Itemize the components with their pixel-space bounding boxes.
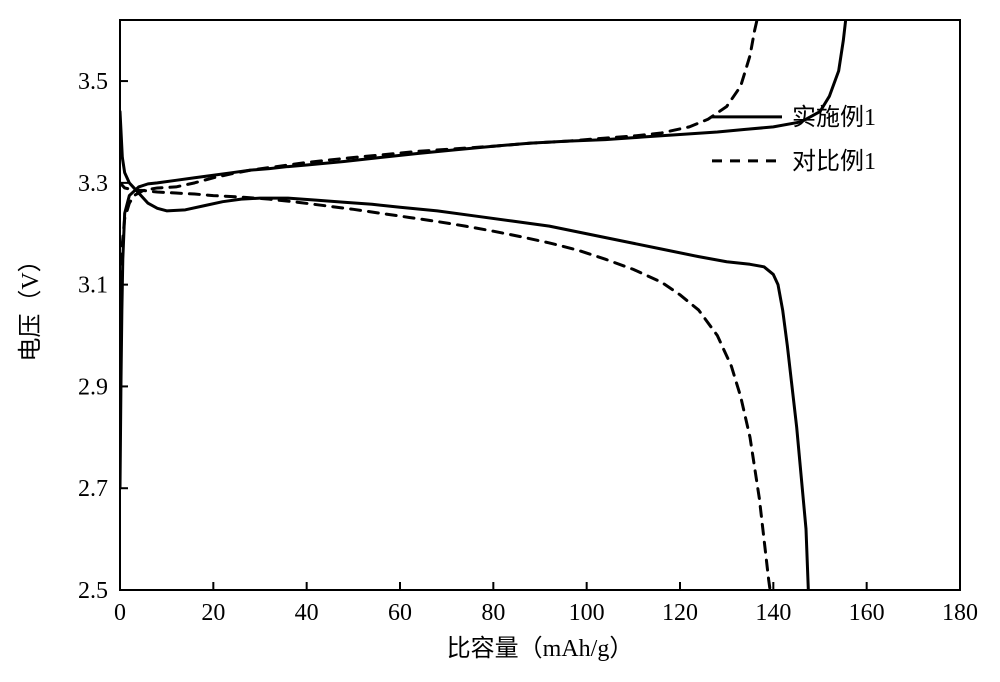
- chart-svg: 0 20 40 60 80 100 120 140 160 180 2.5 2.7 2.9 3.1 3.3 3…: [0, 0, 1000, 682]
- x-tick-label: 120: [662, 600, 698, 626]
- y-axis-label: 电压（V）: [17, 248, 44, 361]
- x-tick-label: 40: [295, 600, 319, 626]
- x-tick-label: 100: [569, 600, 605, 626]
- y-tick-label: 3.1: [78, 273, 108, 299]
- x-tick-label: 140: [755, 600, 791, 626]
- y-tick-label: 3.5: [78, 69, 108, 95]
- x-axis-label: 比容量（mAh/g）: [447, 635, 634, 662]
- y-tick-label: 2.9: [78, 374, 108, 400]
- series-实施例1-discharge: [120, 112, 808, 590]
- series-对比例1-charge: [120, 20, 757, 300]
- legend-label-0: 实施例1: [792, 104, 876, 131]
- voltage-capacity-chart: 0 20 40 60 80 100 120 140 160 180 2.5 2.7 2.9 3.1 3.3 3…: [0, 0, 1000, 682]
- x-tick-label: 180: [942, 600, 978, 626]
- x-tick-label: 20: [201, 600, 225, 626]
- x-tick-label: 60: [388, 600, 412, 626]
- x-tick-label: 0: [114, 600, 126, 626]
- x-tick-label: 80: [481, 600, 505, 626]
- y-tick-label: 3.3: [78, 171, 108, 197]
- series-对比例1-discharge: [120, 183, 770, 590]
- x-tick-label: 160: [849, 600, 885, 626]
- y-tick-label: 2.7: [78, 476, 108, 502]
- y-tick-label: 2.5: [78, 578, 108, 604]
- legend-label-1: 对比例1: [792, 148, 876, 175]
